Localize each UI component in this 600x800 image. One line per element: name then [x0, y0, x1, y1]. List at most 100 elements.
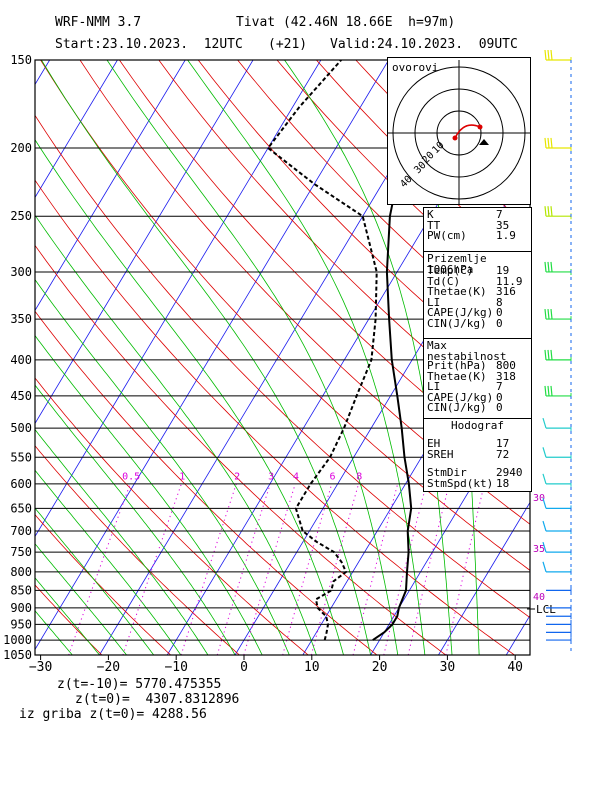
pressure-tick-label: 950 [10, 617, 32, 631]
dry-adiabat-line [35, 377, 309, 655]
station-info: Tivat (42.46N 18.66E h=97m) [236, 15, 456, 30]
pressure-tick-label: 550 [10, 450, 32, 464]
wind-barb-feather [542, 498, 547, 509]
wind-barb-feather [542, 417, 547, 429]
pressure-tick-label: 450 [10, 389, 32, 403]
forecast-lead: (+21) [268, 37, 308, 52]
maxunstable-row: CAPE(J/kg) 0 [427, 390, 503, 404]
mixing-ratio-label: 2 [234, 471, 240, 482]
wind-barb-feather [550, 309, 553, 320]
mixing-ratio-line [445, 483, 485, 655]
wind-barb-feather [542, 541, 547, 553]
pressure-tick-label: 1050 [3, 648, 32, 662]
hodo-end-dot [477, 124, 483, 130]
pressure-tick-label: 850 [10, 583, 32, 597]
wind-barb-feather [547, 137, 550, 149]
wind-barb-feather [544, 309, 547, 320]
wind-barb-feather [550, 137, 553, 149]
surface-row: Thetae(K) 316 [427, 285, 516, 298]
mixing-ratio-label: 0.5 [122, 471, 140, 482]
maxunstable-row: CIN(J/kg) 0 [427, 401, 503, 414]
temperature-tick-label: −20 [97, 660, 120, 675]
dry-adiabat-line [553, 60, 600, 655]
moist-adiabat-line [35, 334, 263, 655]
wind-barb-feather [542, 473, 547, 485]
mixing-ratio-line [216, 483, 271, 655]
footer-height-line-1: z(t=-10)= 5770.475355 [57, 677, 222, 692]
hodograf-row: SREH 72 [427, 447, 510, 461]
pressure-tick-label: 650 [10, 501, 32, 515]
footer-height-line-2: z(t=0)= 4307.8312896 [75, 692, 240, 707]
maxunstable-row: Thetae(K) 318 [427, 369, 516, 383]
hodograph-inset: ovorovi 10 20 30 40 [387, 57, 531, 205]
hodo-ring-label-40: 40 [398, 174, 414, 190]
mixing-ratio-line [407, 483, 450, 655]
thetae-label: 40 [533, 592, 545, 603]
wind-barb-feather [544, 385, 547, 396]
mixing-ratio-line [243, 483, 296, 655]
pressure-tick-label: 700 [10, 524, 32, 538]
moist-adiabat-line [41, 60, 371, 655]
pressure-tick-label: 250 [10, 209, 32, 223]
thetae-label: 35 [533, 544, 545, 555]
wind-barb-feather [550, 206, 553, 217]
mixing-ratio-label: 8 [356, 471, 362, 482]
model-name: WRF-NMM 3.7 [55, 15, 142, 30]
max-instability-title: Max nestabilnost [427, 339, 507, 363]
skewt-diagram: 1502002503003504004505005506006507007508… [3, 49, 600, 675]
mixing-ratio-label: 3 [268, 471, 274, 482]
wind-barb-feather [550, 349, 553, 360]
wind-barb-feather [544, 261, 547, 273]
wind-barb-feather [544, 349, 547, 360]
isotherm-line [35, 60, 322, 538]
isotherm-line [35, 60, 186, 312]
hodo-label: ovorovi [392, 61, 438, 74]
storm-motion-marker [479, 139, 489, 145]
run-start: Start:23.10.2023. 12UTC [55, 37, 243, 52]
wind-barb-feather [547, 349, 550, 360]
dry-adiabat-line [35, 244, 446, 655]
wind-barb-feather [542, 561, 547, 573]
wind-barb-feather [544, 137, 547, 149]
wind-barb-feather [542, 447, 547, 458]
hodograf-row: StmDir 2940 [427, 466, 523, 479]
dry-adiabat-line [592, 60, 600, 655]
temperature-tick-label: 20 [372, 660, 388, 675]
hodo-start-dot [452, 135, 458, 141]
surface-row: CIN(J/kg) 0 [427, 316, 503, 330]
isotherm-line [35, 60, 254, 425]
isotherm-line [35, 60, 118, 199]
pressure-tick-label: 350 [10, 312, 32, 326]
dry-adiabat-line [35, 310, 378, 655]
hodograf-box: Hodograf EH 17 SREH 72 StmDir 2940 StmSpd(k… [423, 418, 532, 492]
lcl-label: LCL [536, 603, 556, 616]
temperature-tick-label: 40 [507, 660, 523, 675]
surface-row: Td(C) 11.9 [427, 274, 523, 288]
mixing-ratio-label: 4 [293, 471, 299, 482]
wind-barb-feather [547, 206, 550, 217]
pressure-tick-label: 1000 [3, 633, 32, 647]
mixing-ratio-line [310, 483, 360, 655]
maxunstable-row: LI 7 [427, 380, 503, 393]
wind-barb-feather [547, 49, 550, 61]
wind-barb-feather [547, 309, 550, 320]
temperature-tick-label: −30 [29, 660, 52, 675]
wind-barb-feather [544, 206, 547, 217]
thetae-label: 30 [533, 493, 545, 504]
pressure-tick-label: 750 [10, 545, 32, 559]
dry-adiabat-line [158, 60, 530, 436]
surface-row: LI 8 [427, 295, 503, 309]
wind-barb-feather [547, 261, 550, 273]
footer-height-line-3: iz griba z(t=0)= 4288.56 [19, 707, 207, 722]
isotherm-line [35, 60, 389, 651]
hodograf-box-title: Hodograf [451, 419, 504, 432]
dry-adiabat-line [35, 445, 240, 655]
index-row-tt: TT 35 [427, 218, 510, 232]
isotherm-line [438, 501, 530, 655]
wind-barb-feather [550, 49, 553, 61]
isotherm-line [574, 60, 600, 655]
mixing-ratio-label: 1 [179, 471, 185, 482]
pressure-tick-label: 500 [10, 421, 32, 435]
